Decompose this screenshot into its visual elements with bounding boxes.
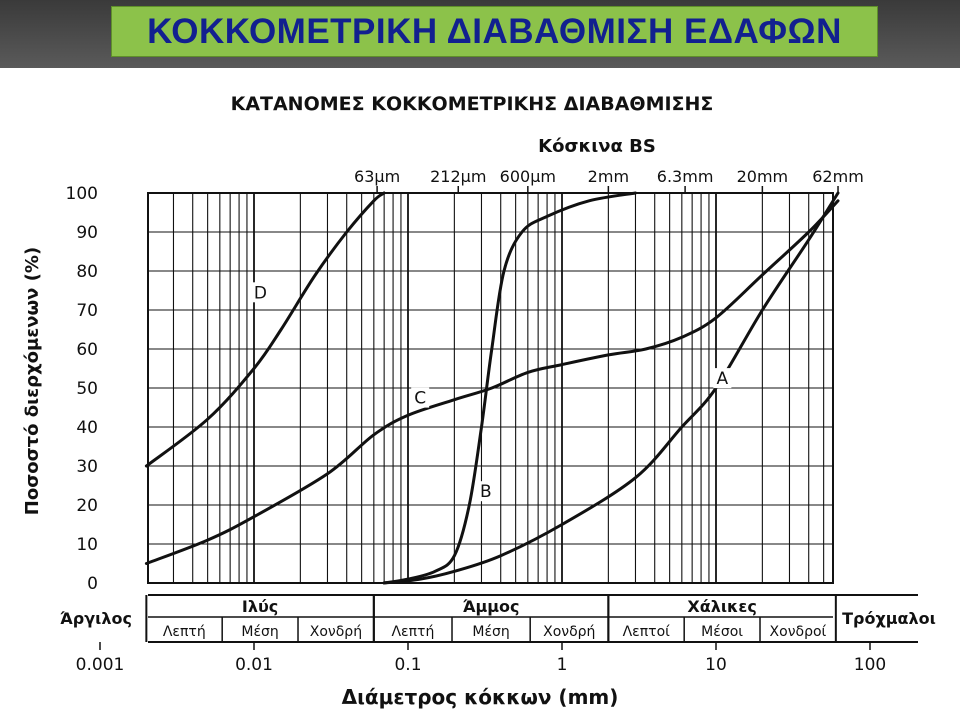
sieve-label: 6.3mm <box>657 167 714 186</box>
y-tick-label: 90 <box>76 223 98 243</box>
class-sub-label: Λεπτοί <box>623 624 671 640</box>
series-d-label: D <box>254 283 267 303</box>
x-tick-label: 0.001 <box>76 655 125 675</box>
class-sub-label: Λεπτή <box>163 624 206 640</box>
y-tick-label: 20 <box>76 496 98 516</box>
slide-title: ΚΟΚΚΟΜΕΤΡΙΚΗ ΔΙΑΒΑΘΜΙΣΗ ΕΔΑΦΩΝ <box>147 11 842 51</box>
series-c-label: C <box>414 389 426 409</box>
series-a-label: A <box>717 369 729 389</box>
class-sub-label: Μέση <box>241 624 278 640</box>
x-axis-ticks: 0.001 0.01 0.1 1 10 100 <box>76 642 886 675</box>
class-sub-label: Χονδροί <box>770 624 827 640</box>
class-clay-label: Άργιλος <box>60 609 132 628</box>
class-sub-label: Χονδρή <box>310 624 362 640</box>
y-tick-label: 0 <box>87 574 98 594</box>
grading-chart: ΚΑΤΑΝΟΜΕΣ ΚΟΚΚΟΜΕΤΡΙΚΗΣ ΔΙΑΒΑΘΜΙΣΗΣ Κόσκ… <box>22 93 936 709</box>
sieve-label: 600μm <box>500 167 556 186</box>
class-group-label: Ιλύς <box>242 597 278 616</box>
sieve-label: 63μm <box>354 167 400 186</box>
series-d-curve <box>144 191 386 468</box>
y-axis-ticks: 0 10 20 30 40 50 60 70 80 90 100 <box>66 184 98 594</box>
sieve-label: 212μm <box>430 167 486 186</box>
chart-title: ΚΑΤΑΝΟΜΕΣ ΚΟΚΚΟΜΕΤΡΙΚΗΣ ΔΙΑΒΑΘΜΙΣΗΣ <box>231 93 714 115</box>
x-tick-label: 100 <box>854 655 886 675</box>
y-tick-label: 50 <box>76 379 98 399</box>
y-tick-label: 60 <box>76 340 98 360</box>
series-b-label: B <box>480 482 492 502</box>
series-layer: A B C D <box>144 191 840 585</box>
series-label-bg <box>476 481 495 502</box>
classification-band: Άργιλος Τρόχμαλοι Ιλύς Λεπτή Μέση Χονδρή Άμμος… <box>60 594 936 643</box>
title-box: ΚΟΚΚΟΜΕΤΡΙΚΗ ΔΙΑΒΑΘΜΙΣΗ ΕΔΑΦΩΝ <box>111 6 878 57</box>
x-tick-label: 0.1 <box>394 655 421 675</box>
class-sub-label: Μέση <box>472 624 509 640</box>
sieve-labels: 63μm 212μm 600μm 2mm 6.3mm 20mm 62mm <box>354 167 864 193</box>
y-tick-label: 100 <box>66 184 98 204</box>
x-tick-label: 0.01 <box>235 655 273 675</box>
sieves-title: Κόσκινα BS <box>538 136 656 157</box>
x-tick-label: 1 <box>557 655 568 675</box>
sieve-label: 62mm <box>812 167 864 186</box>
series-label-bg <box>411 387 430 408</box>
series-c-curve <box>144 199 840 565</box>
x-tick-label: 10 <box>705 655 727 675</box>
y-tick-label: 70 <box>76 301 98 321</box>
class-sub-label: Λεπτή <box>391 624 434 640</box>
y-axis-label: Ποσοστό διερχόμενων (%) <box>22 247 43 515</box>
y-tick-label: 10 <box>76 535 98 555</box>
y-tick-label: 30 <box>76 457 98 477</box>
title-bar: ΚΟΚΚΟΜΕΤΡΙΚΗ ΔΙΑΒΑΘΜΙΣΗ ΕΔΑΦΩΝ <box>0 0 960 68</box>
sieve-label: 2mm <box>588 167 629 186</box>
x-axis-label: Διάμετρος κόκκων (mm) <box>342 685 619 709</box>
class-group-label: Άμμος <box>463 597 520 616</box>
class-boulders-label: Τρόχμαλοι <box>842 609 936 628</box>
class-sub-label: Μέσοι <box>701 624 743 640</box>
series-label-bg <box>251 282 270 303</box>
y-tick-label: 40 <box>76 418 98 438</box>
series-a-curve <box>382 191 840 585</box>
y-tick-label: 80 <box>76 262 98 282</box>
series-b-curve <box>382 191 637 585</box>
sieve-label: 20mm <box>737 167 789 186</box>
class-group-label: Χάλικες <box>687 597 756 616</box>
series-label-bg <box>713 368 732 389</box>
class-sub-label: Χονδρή <box>543 624 595 640</box>
